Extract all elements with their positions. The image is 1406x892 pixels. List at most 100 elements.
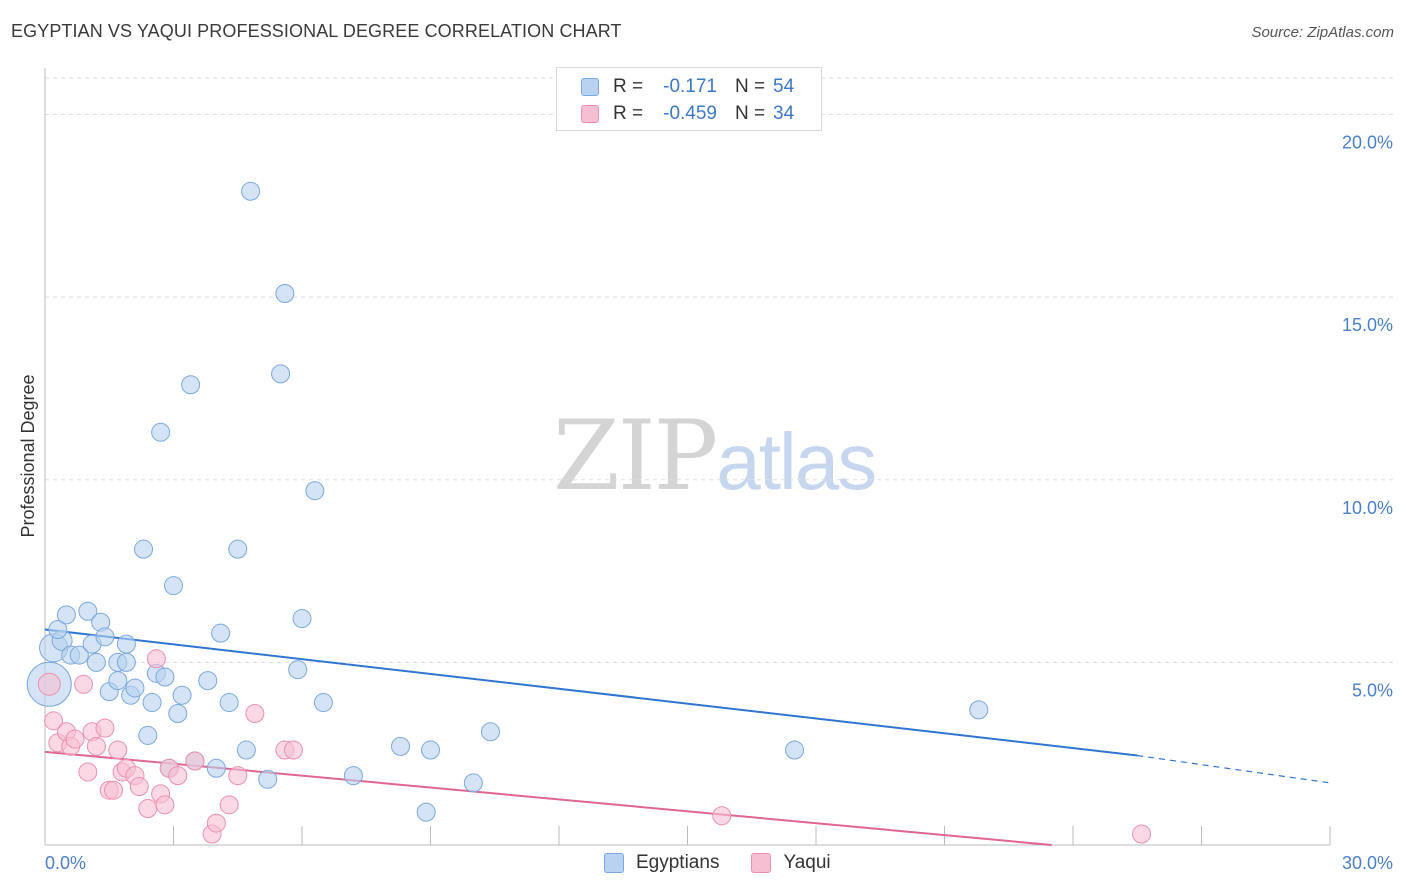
egyptians-point: [785, 740, 805, 760]
yaqui-point: [155, 795, 175, 815]
egyptians-point: [969, 700, 989, 720]
egyptians-point: [275, 283, 295, 303]
egyptians-point: [228, 539, 248, 559]
yaqui-point: [44, 711, 64, 731]
egyptians-point: [241, 181, 261, 201]
n-value: 34: [773, 103, 795, 124]
egyptians-point: [258, 769, 278, 789]
egyptians-trend-line: [44, 628, 1138, 757]
egyptians-point: [421, 740, 440, 760]
legend-item-egyptians[interactable]: Egyptians: [604, 852, 719, 874]
yaqui-point: [146, 649, 166, 669]
egyptians-trend-extension: [1137, 754, 1331, 784]
yaqui-point: [168, 766, 188, 786]
r-value: -0.459: [663, 103, 717, 124]
r-value: -0.171: [663, 76, 717, 97]
chart-title: EGYPTIAN VS YAQUI PROFESSIONAL DEGREE CO…: [11, 21, 622, 41]
egyptians-point: [48, 620, 68, 640]
egyptians-point: [206, 758, 226, 778]
yaqui-point: [86, 736, 106, 756]
watermark: ZIPatlas: [553, 400, 877, 512]
egyptians-point: [416, 802, 436, 822]
egyptians-point: [168, 704, 188, 724]
egyptians-point: [142, 693, 162, 713]
legend-row-yaqui: R = -0.459 N = 34: [581, 102, 794, 126]
egyptians-point: [95, 627, 115, 647]
egyptians-point: [236, 740, 256, 760]
egyptians-point: [78, 601, 98, 621]
egyptians-point: [288, 660, 308, 680]
egyptians-point: [116, 652, 136, 672]
yaqui-swatch: [751, 853, 772, 873]
egyptians-point: [125, 678, 145, 698]
yaqui-point: [65, 729, 85, 749]
r-label: R =: [613, 103, 644, 124]
yaqui-point: [37, 672, 61, 696]
yaqui-point: [104, 780, 124, 800]
egyptians-point: [219, 693, 239, 713]
egyptians-point: [181, 375, 201, 395]
r-label: R =: [613, 76, 644, 97]
legend-label-egyptians: Egyptians: [636, 852, 720, 873]
legend-label-yaqui: Yaqui: [783, 852, 831, 873]
yaqui-point: [74, 674, 94, 694]
y-tick-label: 20.0%: [1342, 133, 1393, 153]
egyptians-point: [108, 671, 128, 691]
yaqui-point: [185, 751, 205, 771]
egyptians-point: [198, 671, 218, 691]
yaqui-point: [228, 766, 248, 786]
egyptians-point: [211, 623, 231, 643]
yaqui-point: [78, 762, 98, 782]
egyptians-point: [86, 652, 106, 672]
n-label: N =: [735, 76, 766, 97]
correlation-legend: R = -0.171 N = 54 R = -0.459 N = 34: [556, 67, 822, 131]
yaqui-point: [95, 718, 115, 738]
yaqui-point: [138, 798, 158, 818]
legend-row-egyptians: R = -0.171 N = 54: [581, 75, 794, 99]
y-tick-label: 5.0%: [1352, 680, 1393, 700]
egyptians-point: [292, 609, 312, 629]
egyptians-point: [271, 364, 291, 384]
egyptians-point: [155, 667, 175, 687]
egyptians-point: [343, 766, 363, 786]
trend-layer: [44, 628, 1331, 846]
egyptians-point: [305, 481, 325, 501]
egyptians-point: [164, 576, 183, 596]
grid-layer: [45, 77, 1395, 663]
yaqui-point: [712, 806, 732, 826]
source-credit: Source: ZipAtlas.com: [1251, 24, 1394, 41]
egyptians-point: [313, 693, 333, 713]
n-label: N =: [735, 103, 766, 124]
yaqui-swatch: [581, 105, 599, 123]
x-tick-label-min: 0.0%: [45, 853, 86, 873]
points-layer: [26, 181, 1152, 844]
egyptians-point: [116, 634, 136, 654]
y-tick-label: 15.0%: [1342, 315, 1393, 335]
egyptians-swatch: [604, 853, 624, 873]
yaqui-point: [245, 704, 265, 724]
egyptians-point: [480, 722, 500, 742]
egyptians-swatch: [581, 78, 599, 96]
watermark-atlas: atlas: [716, 417, 877, 506]
yaqui-point: [108, 740, 128, 760]
y-axis-label: Professional Degree: [18, 374, 38, 537]
egyptians-point: [134, 539, 154, 559]
axis-layer: 5.0% 10.0% 15.0% 20.0% 0.0% 30.0%: [44, 68, 1393, 873]
series-legend: Egyptians Yaqui: [604, 852, 863, 874]
n-value: 54: [773, 76, 795, 97]
yaqui-point: [1132, 824, 1152, 844]
legend-item-yaqui[interactable]: Yaqui: [751, 852, 831, 874]
egyptians-point: [172, 685, 192, 705]
egyptians-point: [56, 605, 76, 625]
yaqui-point: [283, 740, 303, 760]
egyptians-point: [138, 725, 158, 745]
egyptians-point: [391, 736, 411, 756]
egyptians-point: [151, 422, 171, 442]
yaqui-point: [206, 813, 226, 833]
y-tick-label: 10.0%: [1342, 498, 1393, 518]
egyptians-point: [463, 773, 483, 793]
x-tick-label-max: 30.0%: [1342, 853, 1393, 873]
watermark-zip: ZIP: [553, 400, 718, 512]
egyptians-point: [69, 645, 89, 665]
